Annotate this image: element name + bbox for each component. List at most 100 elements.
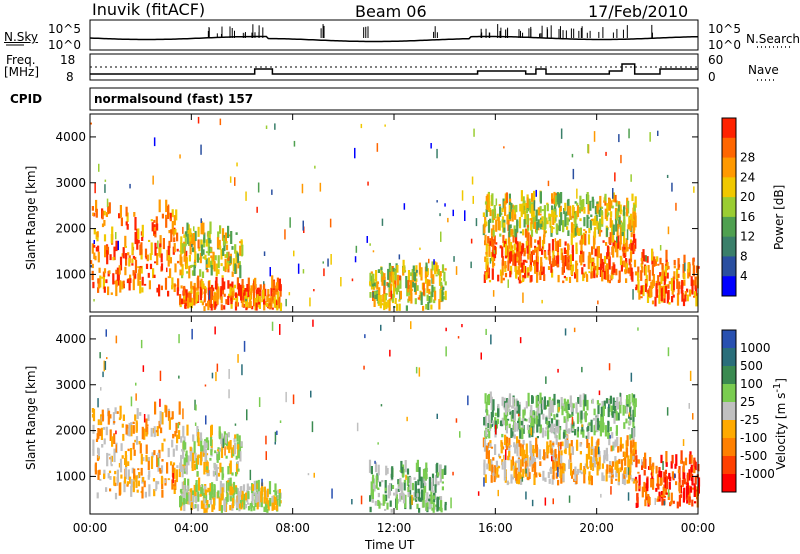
echo-cell bbox=[615, 470, 618, 478]
echo-cell bbox=[530, 275, 533, 282]
echo-cell bbox=[497, 465, 501, 469]
echo-cell bbox=[508, 211, 511, 220]
echo-cell bbox=[632, 220, 635, 234]
echo-cell bbox=[233, 437, 236, 443]
echo-cell bbox=[190, 281, 193, 289]
echo-cell bbox=[625, 258, 628, 262]
echo-cell bbox=[535, 229, 538, 234]
echo-cell bbox=[150, 219, 153, 222]
echo-cell bbox=[165, 199, 168, 213]
echo-cell bbox=[676, 278, 679, 289]
echo-cell bbox=[167, 447, 170, 458]
echo-cell bbox=[540, 397, 543, 408]
echo-cell bbox=[419, 247, 421, 250]
echo-cell bbox=[203, 299, 206, 303]
echo-cell bbox=[600, 414, 603, 426]
echo-cell bbox=[279, 302, 282, 311]
echo-cell bbox=[536, 419, 539, 433]
echo-cell bbox=[105, 426, 108, 436]
echo-cell bbox=[235, 232, 238, 235]
echo-cell bbox=[653, 256, 656, 267]
echo-cell bbox=[571, 428, 575, 431]
echo-cell bbox=[124, 253, 128, 260]
echo-cell bbox=[492, 224, 495, 234]
echo-cell bbox=[253, 506, 256, 511]
echo-cell bbox=[187, 297, 190, 309]
echo-cell bbox=[555, 223, 558, 234]
echo-cell bbox=[94, 462, 97, 475]
echo-cell bbox=[218, 426, 221, 439]
echo-cell bbox=[220, 505, 223, 513]
echo-cell bbox=[387, 268, 390, 280]
echo-cell bbox=[193, 441, 196, 455]
echo-cell bbox=[658, 285, 661, 297]
echo-cell bbox=[360, 495, 363, 505]
echo-cell bbox=[200, 300, 203, 303]
echo-cell bbox=[278, 296, 281, 309]
echo-cell bbox=[159, 370, 162, 381]
echo-cell bbox=[128, 281, 131, 291]
echo-cell bbox=[574, 469, 577, 481]
echo-cell bbox=[615, 411, 618, 421]
echo-cell bbox=[209, 457, 212, 461]
echo-cell bbox=[627, 427, 630, 430]
echo-cell bbox=[509, 198, 512, 202]
echo-cell bbox=[572, 422, 575, 427]
echo-cell bbox=[494, 432, 497, 438]
colorbar-tick-label: -500 bbox=[740, 449, 767, 463]
echo-cell bbox=[611, 205, 614, 209]
echo-cell bbox=[538, 413, 541, 427]
echo-cell bbox=[525, 401, 528, 409]
echo-cell bbox=[683, 279, 686, 286]
echo-cell bbox=[183, 462, 186, 466]
echo-cell bbox=[588, 228, 591, 234]
echo-cell bbox=[681, 479, 684, 487]
echo-cell bbox=[605, 398, 609, 404]
echo-cell bbox=[662, 461, 664, 470]
echo-cell bbox=[660, 287, 663, 302]
echo-cell bbox=[629, 453, 633, 465]
echo-cell bbox=[540, 266, 543, 272]
echo-cell bbox=[370, 283, 374, 290]
echo-cell bbox=[522, 265, 525, 273]
echo-cell bbox=[626, 229, 629, 240]
echo-cell bbox=[95, 438, 99, 442]
echo-cell bbox=[612, 224, 615, 235]
echo-cell bbox=[266, 497, 269, 505]
echo-cell bbox=[104, 179, 107, 182]
echo-cell bbox=[518, 253, 521, 267]
echo-cell bbox=[668, 472, 671, 479]
echo-cell bbox=[377, 442, 379, 445]
echo-cell bbox=[105, 329, 107, 337]
echo-cell bbox=[596, 256, 599, 270]
echo-cell bbox=[607, 400, 610, 405]
echo-cell bbox=[101, 210, 104, 220]
echo-cell bbox=[598, 424, 601, 428]
echo-cell bbox=[197, 226, 200, 237]
echo-cell bbox=[552, 459, 555, 469]
echo-cell bbox=[272, 502, 276, 509]
echo-cell bbox=[201, 281, 204, 289]
echo-cell bbox=[543, 396, 546, 410]
echo-cell bbox=[542, 399, 545, 410]
freq-line bbox=[90, 63, 698, 75]
echo-cell bbox=[372, 273, 375, 283]
echo-cell bbox=[416, 493, 419, 497]
echo-cell bbox=[575, 402, 578, 411]
echo-cell bbox=[452, 209, 454, 217]
echo-cell bbox=[674, 463, 677, 469]
echo-cell bbox=[161, 489, 164, 498]
echo-cell bbox=[610, 486, 612, 495]
echo-cell bbox=[665, 492, 668, 495]
echo-cell bbox=[518, 404, 521, 417]
echo-cell bbox=[531, 426, 534, 438]
echo-cell bbox=[220, 438, 223, 445]
echo-cell bbox=[109, 414, 112, 419]
echo-cell bbox=[508, 451, 511, 457]
echo-cell bbox=[407, 486, 410, 492]
echo-cell bbox=[231, 497, 235, 509]
echo-cell bbox=[662, 486, 665, 498]
echo-cell bbox=[557, 420, 560, 434]
echo-cell bbox=[265, 435, 267, 445]
echo-cell bbox=[548, 414, 551, 419]
